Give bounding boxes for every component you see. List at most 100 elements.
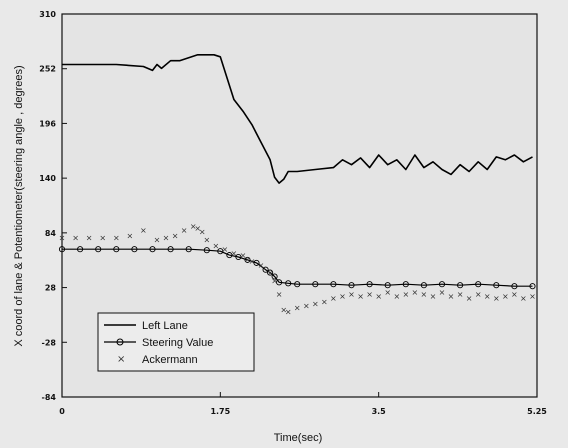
data-point-ackermann: × — [240, 251, 247, 260]
data-point-steering-value — [420, 282, 427, 289]
x-tick-label: 0 — [59, 407, 65, 416]
data-point-steering-value — [511, 283, 518, 290]
y-axis-label: X coord of lane & Potentiometer(steering… — [13, 65, 25, 346]
data-point-ackermann: × — [72, 234, 79, 243]
legend-item-steering-value: Steering Value — [104, 337, 213, 349]
data-point-ackermann: × — [375, 292, 382, 301]
legend-x-marker-icon: × — [117, 354, 125, 365]
data-point-steering-value — [285, 280, 292, 287]
legend: Left Lane Steering Value × Ackermann — [97, 312, 255, 372]
data-point-ackermann: × — [511, 290, 518, 299]
data-point-ackermann: × — [312, 300, 319, 309]
data-point-steering-value — [438, 281, 446, 288]
data-point-ackermann: × — [393, 292, 400, 301]
data-point-ackermann: × — [59, 234, 66, 243]
data-point-ackermann: × — [231, 249, 238, 258]
data-point-steering-value — [267, 269, 274, 276]
data-point-ackermann: × — [154, 236, 161, 245]
data-point-ackermann: × — [457, 290, 464, 299]
data-point-ackermann: × — [140, 226, 147, 235]
data-point-ackermann: × — [321, 298, 328, 307]
y-tick-label: 84 — [45, 229, 57, 238]
data-point-steering-value — [95, 246, 102, 253]
data-point-steering-value — [366, 281, 373, 288]
data-point-ackermann: × — [339, 292, 346, 301]
data-point-steering-value — [276, 279, 283, 286]
data-point-ackermann: × — [267, 269, 274, 278]
series-layer: × × × × × ××× × ×× ××××× × × ××× ×××××× × × × × × × × × × × × × ×… — [58, 54, 536, 317]
data-point-ackermann: × — [412, 288, 419, 297]
data-point-steering-value — [113, 246, 120, 253]
data-point-ackermann: × — [203, 236, 210, 245]
y-tick-label: 252 — [39, 65, 56, 74]
data-point-ackermann: × — [294, 304, 301, 313]
data-point-ackermann: × — [529, 292, 536, 301]
y-tick-label: 28 — [45, 284, 57, 293]
data-point-ackermann: × — [475, 290, 482, 299]
y-axis: 310 252 196 140 84 28 -28 -84 — [39, 10, 67, 402]
x-axis-label: Time(sec) — [274, 432, 322, 444]
series-left-lane — [62, 54, 533, 184]
data-point-steering-value — [217, 248, 224, 255]
data-point-steering-value — [262, 266, 269, 273]
data-point-ackermann: × — [181, 226, 188, 235]
y-tick-label: 140 — [39, 174, 56, 183]
legend-item-ackermann: × Ackermann — [117, 354, 198, 366]
y-tick-label: -84 — [42, 393, 57, 402]
legend-circle-marker-icon — [116, 338, 124, 346]
data-point-ackermann: × — [303, 302, 310, 311]
data-point-ackermann: × — [194, 224, 201, 233]
series-line-steering-value — [62, 248, 533, 287]
data-point-ackermann: × — [348, 290, 355, 299]
data-point-ackermann: × — [402, 290, 409, 299]
data-point-ackermann: × — [430, 292, 437, 301]
data-point-ackermann: × — [99, 234, 106, 243]
data-point-steering-value — [131, 246, 138, 253]
data-point-ackermann: × — [199, 228, 206, 237]
data-point-steering-value — [294, 281, 301, 288]
data-point-steering-value — [235, 253, 242, 261]
data-point-ackermann: × — [520, 294, 527, 303]
data-point-steering-value — [457, 282, 464, 289]
data-point-ackermann: × — [466, 294, 473, 303]
legend-item-left-lane: Left Lane — [104, 320, 188, 332]
data-point-ackermann: × — [421, 290, 428, 299]
x-tick-label: 3.5 — [372, 407, 387, 416]
legend-label-ackermann: Ackermann — [142, 354, 198, 366]
data-point-steering-value — [402, 281, 409, 288]
data-point-ackermann: × — [493, 294, 500, 303]
data-point-ackermann: × — [384, 288, 391, 297]
data-point-steering-value — [529, 283, 536, 290]
data-point-steering-value — [244, 256, 251, 263]
data-point-ackermann: × — [357, 292, 364, 301]
data-point-ackermann: × — [172, 232, 179, 241]
data-point-ackermann: × — [280, 306, 287, 315]
series-line-left-lane — [62, 54, 533, 184]
series-ackermann: × × × × × ××× × ×× ××××× × × ××× ×××××× × × × × × × × × × × × × ×… — [59, 222, 536, 317]
data-point-ackermann: × — [244, 255, 251, 264]
data-point-steering-value — [203, 247, 210, 254]
data-point-ackermann: × — [190, 222, 197, 231]
data-point-steering-value — [271, 273, 278, 280]
x-tick-label: 1.75 — [210, 407, 230, 416]
data-point-ackermann: × — [330, 294, 337, 303]
data-point-steering-value — [348, 282, 355, 289]
data-point-steering-value — [58, 246, 66, 253]
y-tick-label: -28 — [42, 338, 57, 347]
legend-label-steering-value: Steering Value — [142, 337, 213, 349]
data-point-ackermann: × — [502, 292, 509, 301]
data-point-steering-value — [312, 281, 319, 288]
y-tick-label: 196 — [39, 119, 56, 128]
data-point-ackermann: × — [439, 288, 446, 297]
data-point-ackermann: × — [448, 292, 455, 301]
x-axis: 0 1.75 3.5 5.25 — [59, 392, 547, 416]
data-point-ackermann: × — [285, 308, 292, 317]
data-point-ackermann: × — [212, 241, 219, 250]
data-point-steering-value — [253, 259, 260, 266]
data-point-ackermann: × — [222, 245, 229, 254]
data-point-steering-value — [226, 252, 233, 259]
data-point-steering-value — [475, 281, 482, 288]
data-point-ackermann: × — [484, 292, 491, 301]
series-steering-value — [58, 246, 536, 290]
